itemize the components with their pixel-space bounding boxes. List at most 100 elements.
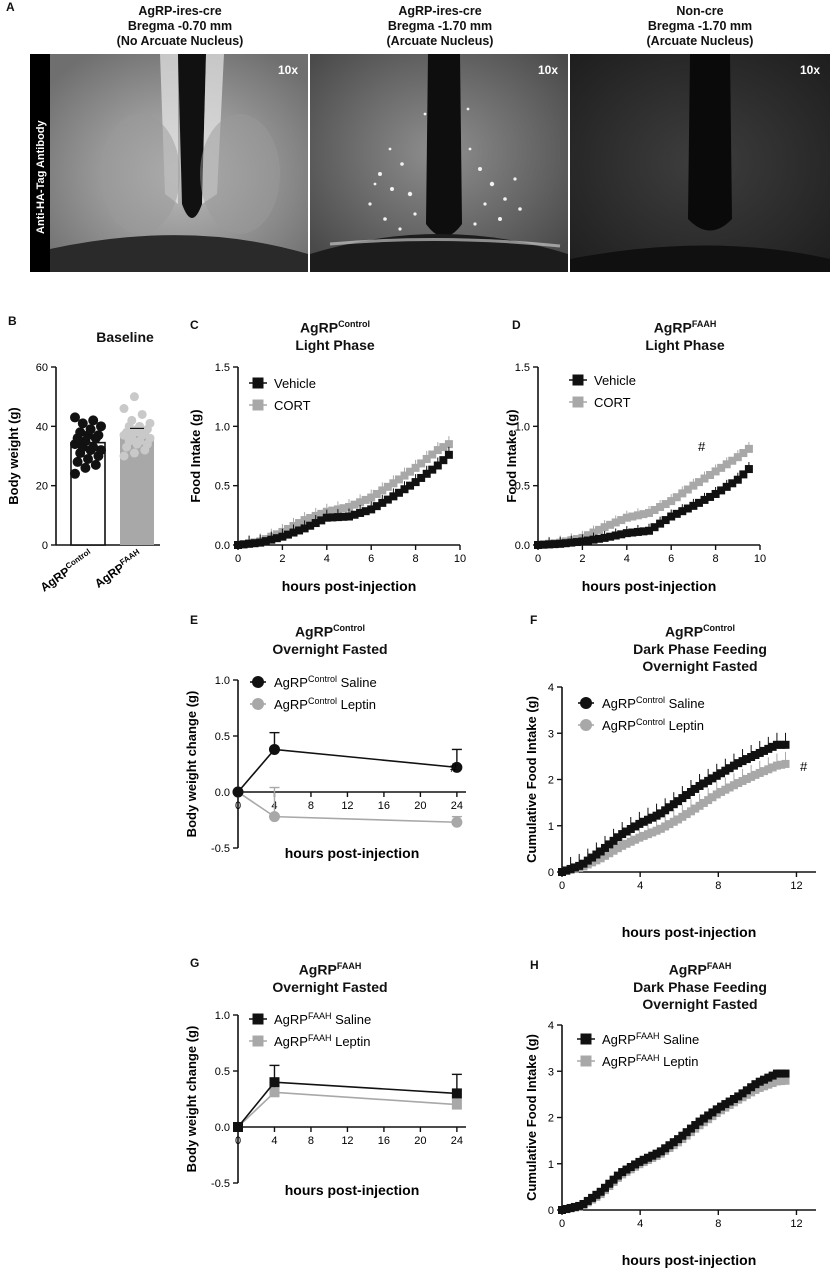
x-tick-label: 8 <box>308 1135 314 1147</box>
data-point <box>631 835 640 844</box>
data-point <box>760 1082 769 1091</box>
mag-label-1: 10x <box>278 63 298 77</box>
data-point <box>712 771 721 780</box>
data-point <box>283 530 292 539</box>
data-point <box>652 826 661 835</box>
x-axis-label: hours post-injection <box>285 1182 420 1198</box>
data-point <box>127 415 137 425</box>
data-point <box>643 830 652 839</box>
data-point <box>232 786 244 798</box>
data-point <box>678 489 687 498</box>
data-point <box>768 1079 777 1088</box>
data-point <box>708 774 717 783</box>
y-axis-label: Body weight (g) <box>6 407 21 505</box>
x-tick-label: 10 <box>754 553 766 565</box>
data-point <box>639 527 648 536</box>
data-point <box>725 764 734 773</box>
y-tick-label: 0.0 <box>215 540 230 552</box>
data-point <box>306 514 315 523</box>
data-point <box>451 1099 462 1110</box>
data-point <box>579 859 588 868</box>
series-saline <box>233 1064 462 1132</box>
y-tick-label: 20 <box>36 481 48 493</box>
data-point <box>417 473 426 482</box>
data-point <box>609 836 618 845</box>
data-point <box>451 1088 462 1099</box>
data-point <box>534 541 542 549</box>
data-point <box>639 510 648 519</box>
x-tick-label: 12 <box>790 880 802 892</box>
data-point <box>129 392 139 402</box>
data-point <box>656 824 665 833</box>
data-point <box>566 864 575 873</box>
data-point <box>579 1199 588 1208</box>
data-point <box>539 540 548 549</box>
y-axis-label: Body weight change (g) <box>184 1026 199 1173</box>
series-vehicle <box>534 462 753 549</box>
data-point <box>433 446 442 455</box>
panel-c-letter: C <box>190 318 199 332</box>
data-point <box>367 505 376 514</box>
data-point <box>648 1151 657 1160</box>
data-point <box>661 806 670 815</box>
data-point <box>739 470 748 479</box>
y-tick-label: 1.0 <box>215 421 230 433</box>
data-point <box>691 804 700 813</box>
data-point <box>245 539 254 548</box>
data-point <box>645 508 653 517</box>
data-point <box>734 759 743 768</box>
y-tick-label: 60 <box>36 362 48 374</box>
data-point <box>411 463 420 472</box>
data-point <box>764 1073 773 1082</box>
data-point <box>628 512 637 521</box>
x-tick-label: AgRPFAAH <box>92 547 145 591</box>
data-point <box>722 482 731 491</box>
panel-f-letter: F <box>530 613 538 627</box>
data-point <box>317 509 326 518</box>
data-point <box>119 404 129 414</box>
antibody-side-label: Anti-HA-Tag Antibody <box>35 119 47 234</box>
x-tick-label: 20 <box>414 800 426 812</box>
data-point <box>706 492 715 501</box>
y-tick-label: 0.5 <box>215 731 230 743</box>
legend-label: CORT <box>274 398 311 413</box>
data-point <box>678 507 687 516</box>
data-point <box>268 811 280 823</box>
y-tick-label: 1.0 <box>215 675 230 687</box>
data-point <box>300 524 309 533</box>
data-point <box>706 470 715 479</box>
data-point <box>592 856 601 865</box>
data-point <box>575 861 584 870</box>
x-tick-label: 0 <box>235 800 241 812</box>
legend-marker <box>252 1035 264 1047</box>
series-vehicle <box>234 446 453 549</box>
micrograph-2: 10x <box>310 54 568 272</box>
data-point <box>661 516 670 525</box>
data-point <box>768 763 777 772</box>
data-point <box>652 1149 661 1158</box>
data-point <box>575 1201 584 1210</box>
data-point <box>145 418 155 428</box>
legend-label: CORT <box>594 395 631 410</box>
data-point <box>572 538 581 547</box>
panel-b-title: Baseline <box>96 329 154 345</box>
data-point <box>609 1175 618 1184</box>
data-point <box>77 418 88 429</box>
data-point <box>626 837 635 846</box>
data-point <box>261 537 270 546</box>
y-tick-label: 4 <box>548 682 554 694</box>
y-tick-label: 3 <box>548 728 554 740</box>
legend-marker <box>572 374 584 386</box>
data-point <box>389 479 398 488</box>
data-point <box>145 433 155 443</box>
data-point <box>669 800 678 809</box>
data-point <box>708 1108 717 1117</box>
x-tick-label: 4 <box>624 553 630 565</box>
data-point <box>768 742 777 751</box>
chart-g: -0.5 0.0 0.5 1.0 0 4 8 12 16 20 24 hours post-injec… <box>184 1010 466 1198</box>
data-point <box>406 467 415 476</box>
data-point <box>596 847 605 856</box>
data-point <box>378 498 387 507</box>
y-tick-label: 0 <box>548 867 554 879</box>
x-tick-label: 6 <box>668 553 674 565</box>
